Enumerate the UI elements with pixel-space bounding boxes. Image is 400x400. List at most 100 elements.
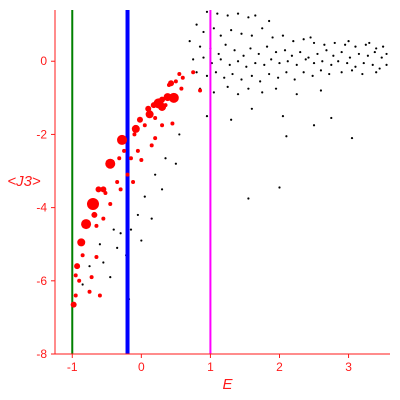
background-point [354,45,357,48]
background-point [293,78,296,81]
axes [51,10,390,358]
highlighted-point [163,93,172,102]
highlighted-point [180,75,185,80]
y-tick-label: -4 [36,201,47,215]
background-point [274,87,278,90]
background-point [375,47,378,50]
background-point [195,23,198,26]
background-point [205,74,209,77]
highlighted-point [77,238,86,247]
background-point [268,72,271,76]
highlighted-point [131,180,136,184]
x-tick-label: 0 [138,360,145,374]
background-point [261,27,264,30]
background-point [250,74,253,77]
background-point [250,107,253,110]
highlighted-point [160,123,165,128]
background-point [292,40,295,43]
background-point [202,30,205,34]
background-point [328,72,331,76]
background-point [178,133,181,136]
background-point [299,50,302,54]
background-point [164,157,167,160]
background-point [278,186,281,189]
background-point [330,63,333,66]
highlighted-point-series [70,70,203,308]
highlighted-point [86,197,99,210]
background-point [285,135,288,138]
background-point [257,52,260,56]
background-point [236,93,240,96]
background-point [380,56,383,59]
background-point [205,115,209,118]
highlighted-point [150,102,157,109]
highlighted-point [80,253,85,258]
background-point [319,89,323,92]
highlighted-point [191,70,196,75]
background-point [195,71,198,74]
highlighted-point [131,124,140,133]
background-point [316,52,319,56]
highlighted-point [132,132,137,137]
background-point [136,213,139,217]
highlighted-point [118,187,123,192]
background-point [268,19,271,23]
background-point [219,34,222,37]
background-point [385,63,388,66]
background-point [325,49,328,52]
y-tick-label: -6 [36,274,47,288]
background-point [245,65,248,68]
highlighted-point [153,115,158,120]
background-point [242,54,245,57]
background-point [304,58,307,61]
background-point [274,50,278,54]
background-point [216,12,219,15]
highlighted-point [128,156,133,161]
highlighted-point [94,255,99,260]
background-point [236,60,240,63]
background-point [249,47,252,50]
background-point [250,34,253,37]
x-tick-label: -1 [67,360,78,374]
background-point [309,36,312,39]
background-point [366,54,369,57]
background-point [143,195,146,198]
background-point [270,58,273,61]
background-point [368,41,371,45]
highlighted-point [170,121,175,126]
background-point [228,63,231,66]
background-point [319,69,323,72]
background-point [337,60,340,63]
background-point [312,124,316,127]
background-point [154,173,157,176]
background-point [192,58,195,61]
background-point [102,261,105,264]
background-point [373,50,376,54]
background-point-series [81,10,388,301]
highlighted-point [105,158,116,169]
highlighted-point [153,136,158,141]
background-point [116,246,119,249]
x-tick-label: 1 [207,360,214,374]
highlighted-point [139,158,144,163]
highlighted-point [136,116,143,123]
background-point [212,91,215,94]
background-point [312,41,316,45]
background-point [265,45,269,48]
background-point [311,74,314,77]
background-point [361,72,364,76]
background-point [381,45,385,48]
background-point [385,52,388,56]
highlighted-point [91,211,98,218]
background-point [263,63,266,66]
background-point [371,63,374,66]
background-point [226,85,229,88]
tick-labels: -1 0 1 2 3 0 -2 -4 -6 -8 [36,54,352,374]
background-point [240,78,243,81]
highlighted-point [115,180,120,184]
background-point [333,41,336,45]
highlighted-point [149,143,154,148]
background-point [295,93,298,96]
highlighted-point [94,223,99,228]
